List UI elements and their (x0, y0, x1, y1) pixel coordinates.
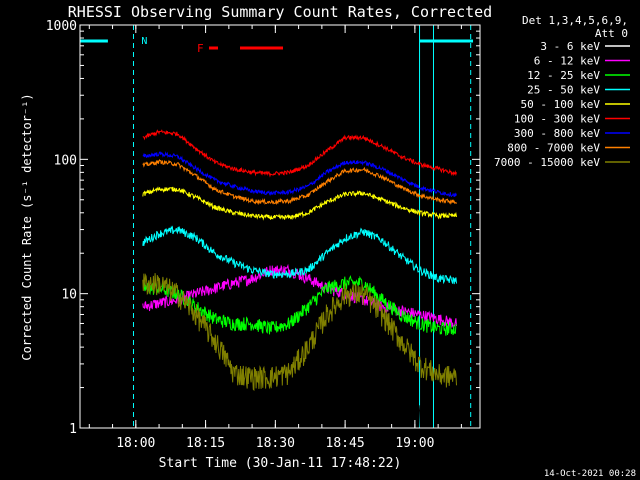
x-tick-label-2: 18:30 (256, 436, 295, 451)
series-line-1 (142, 263, 457, 328)
y-tick-label-0: 1 (69, 422, 77, 437)
legend-label-5: 100 - 300 keV (514, 113, 600, 126)
y-axis-label: Corrected Count Rate (s⁻¹ detector⁻¹) (20, 93, 34, 360)
series-line-4 (142, 186, 457, 221)
timestamp-label: 14-Oct-2021 00:28 (544, 469, 636, 479)
legend-label-8: 7000 - 15000 keV (494, 156, 600, 169)
y-tick-label-1: 10 (61, 288, 77, 303)
y-tick-label-3: 1000 (46, 19, 77, 34)
x-axis-label: Start Time (30-Jan-11 17:48:22) (159, 456, 402, 471)
axes-frame (79, 24, 481, 429)
legend-label-0: 3 - 6 keV (540, 40, 600, 53)
chart-title: RHESSI Observing Summary Count Rates, Co… (68, 3, 492, 21)
legend-label-7: 800 - 7000 keV (507, 142, 600, 155)
series-line-6 (142, 151, 457, 198)
legend: Det 1,3,4,5,6,9,Att 03 - 6 keV 6 - 12 keV… (494, 14, 630, 169)
y-tick-label-2: 100 (54, 153, 77, 168)
series-line-3 (142, 225, 457, 285)
flare-label: F (197, 42, 204, 55)
legend-label-6: 300 - 800 keV (514, 127, 600, 140)
series-line-7 (142, 159, 457, 206)
series-line-5 (142, 129, 457, 178)
x-tick-label-4: 19:00 (395, 436, 434, 451)
x-tick-label-1: 18:15 (186, 436, 225, 451)
series-line-0 (142, 255, 430, 429)
series-line-8 (142, 273, 457, 392)
legend-label-1: 6 - 12 keV (534, 55, 601, 68)
series-line-2 (142, 275, 457, 336)
night-label: N (141, 36, 147, 47)
legend-label-4: 50 - 100 keV (521, 98, 601, 111)
legend-header-line1: Det 1,3,4,5,6,9, (522, 14, 628, 27)
x-tick-label-0: 18:00 (116, 436, 155, 451)
plot-area: N F 1 10 100 1000 18:00 18:15 18:30 18:45 19:00 (46, 19, 481, 451)
x-tick-label-3: 18:45 (326, 436, 365, 451)
legend-label-2: 12 - 25 keV (527, 69, 600, 82)
legend-header-line2: Att 0 (595, 27, 628, 40)
legend-label-3: 25 - 50 keV (527, 84, 600, 97)
